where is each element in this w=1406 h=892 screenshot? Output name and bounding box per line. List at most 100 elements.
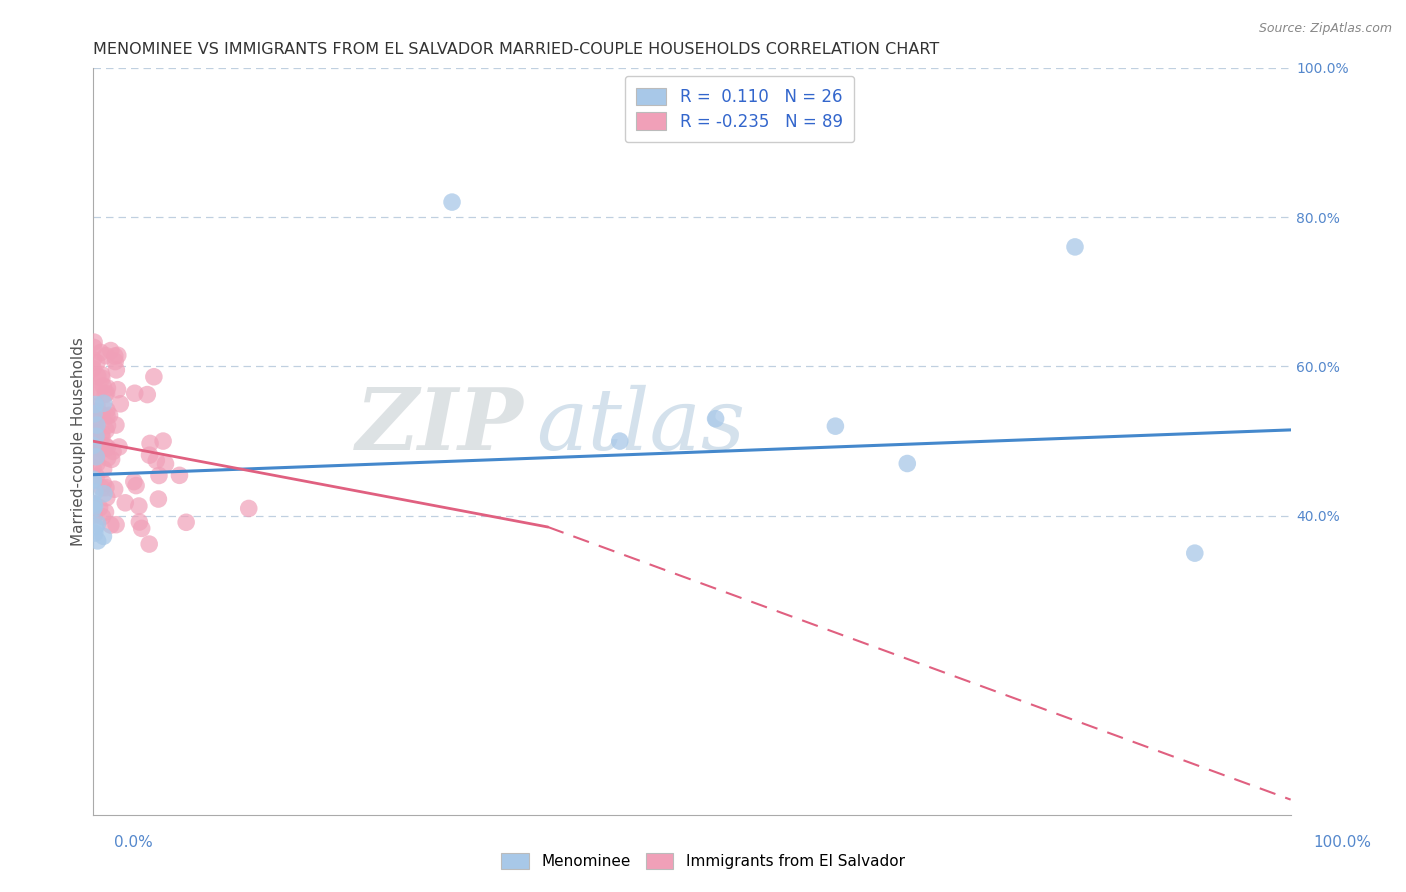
Point xyxy=(100,518,122,533)
Point xyxy=(84,419,107,434)
Point xyxy=(82,460,104,475)
Point xyxy=(96,441,118,455)
Point xyxy=(91,379,114,393)
Point xyxy=(174,516,197,530)
Point xyxy=(94,505,117,519)
Point xyxy=(84,520,107,534)
Point xyxy=(86,516,108,531)
Point xyxy=(93,487,115,501)
Point xyxy=(100,452,122,467)
Point xyxy=(98,409,121,423)
Point xyxy=(82,432,104,446)
Point xyxy=(86,399,108,413)
Point xyxy=(84,429,107,443)
Point xyxy=(96,381,118,395)
Point xyxy=(93,529,115,543)
Point xyxy=(84,449,107,463)
Point xyxy=(82,438,104,452)
Point xyxy=(91,430,114,444)
Point xyxy=(138,537,160,551)
Point xyxy=(94,387,117,401)
Point xyxy=(86,533,108,548)
Point xyxy=(90,345,112,359)
Point xyxy=(91,509,114,524)
Point xyxy=(90,368,112,382)
Point xyxy=(125,478,148,492)
Point xyxy=(84,469,107,483)
Legend: Menominee, Immigrants from El Salvador: Menominee, Immigrants from El Salvador xyxy=(495,847,911,875)
Point xyxy=(83,335,105,350)
Point xyxy=(96,491,118,505)
Point xyxy=(896,457,918,471)
Point xyxy=(128,515,150,529)
Point xyxy=(82,352,104,367)
Point xyxy=(104,418,127,433)
Point xyxy=(82,361,104,376)
Point xyxy=(108,440,131,454)
Text: MENOMINEE VS IMMIGRANTS FROM EL SALVADOR MARRIED-COUPLE HOUSEHOLDS CORRELATION C: MENOMINEE VS IMMIGRANTS FROM EL SALVADOR… xyxy=(93,42,939,57)
Point xyxy=(138,448,160,462)
Point xyxy=(86,418,108,433)
Point xyxy=(105,517,128,532)
Point xyxy=(110,397,132,411)
Point xyxy=(824,419,846,434)
Point xyxy=(89,500,111,515)
Text: Source: ZipAtlas.com: Source: ZipAtlas.com xyxy=(1258,22,1392,36)
Point xyxy=(84,397,107,411)
Point xyxy=(93,396,115,410)
Text: 0.0%: 0.0% xyxy=(114,836,153,850)
Point xyxy=(83,499,105,513)
Point xyxy=(148,491,170,506)
Point xyxy=(1064,240,1087,254)
Point xyxy=(90,408,112,422)
Point xyxy=(152,434,174,448)
Point xyxy=(86,457,108,471)
Point xyxy=(148,468,170,483)
Y-axis label: Married-couple Households: Married-couple Households xyxy=(72,336,86,546)
Point xyxy=(97,450,120,465)
Point xyxy=(89,436,111,450)
Point xyxy=(83,484,105,499)
Point xyxy=(155,457,177,471)
Point xyxy=(90,425,112,440)
Point xyxy=(105,363,128,377)
Point xyxy=(86,425,108,440)
Point xyxy=(82,497,104,511)
Point xyxy=(93,462,115,476)
Point xyxy=(100,343,122,358)
Point xyxy=(86,384,108,399)
Point xyxy=(86,448,108,462)
Point xyxy=(90,481,112,495)
Point xyxy=(86,404,108,418)
Point xyxy=(82,381,104,395)
Point xyxy=(90,371,112,385)
Point xyxy=(94,349,117,363)
Point xyxy=(96,386,118,401)
Point xyxy=(104,354,127,368)
Point xyxy=(136,387,159,401)
Point xyxy=(238,501,260,516)
Point xyxy=(104,349,127,363)
Point xyxy=(83,497,105,511)
Point xyxy=(82,414,104,428)
Point xyxy=(124,386,146,401)
Text: atlas: atlas xyxy=(536,384,745,467)
Point xyxy=(82,474,104,488)
Point xyxy=(441,195,464,210)
Point xyxy=(96,403,118,417)
Point xyxy=(142,369,165,384)
Legend: R =  0.110   N = 26, R = -0.235   N = 89: R = 0.110 N = 26, R = -0.235 N = 89 xyxy=(624,76,855,143)
Point xyxy=(82,417,104,432)
Point xyxy=(96,418,118,433)
Point xyxy=(96,409,118,423)
Point xyxy=(83,430,105,444)
Point xyxy=(114,496,136,510)
Point xyxy=(139,436,162,450)
Point xyxy=(82,439,104,453)
Point xyxy=(94,424,117,438)
Point xyxy=(82,502,104,516)
Point xyxy=(609,434,631,449)
Point xyxy=(94,439,117,453)
Point xyxy=(131,521,153,535)
Point xyxy=(145,453,167,467)
